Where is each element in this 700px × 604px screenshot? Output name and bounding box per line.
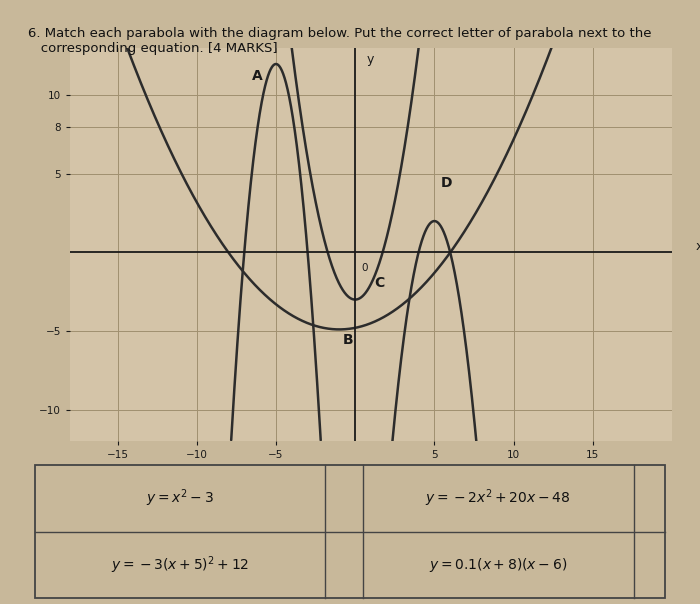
Text: A: A — [252, 69, 263, 83]
Text: 6. Match each parabola with the diagram below. Put the correct letter of parabol: 6. Match each parabola with the diagram … — [28, 27, 652, 55]
Text: $y = -3(x+5)^2 + 12$: $y = -3(x+5)^2 + 12$ — [111, 554, 249, 576]
Text: D: D — [441, 176, 452, 190]
Text: x: x — [696, 240, 700, 252]
Text: B: B — [342, 333, 353, 347]
Text: $y = 0.1(x+8)(x-6)$: $y = 0.1(x+8)(x-6)$ — [429, 556, 567, 574]
Text: $y = -2x^2 + 20x - 48$: $y = -2x^2 + 20x - 48$ — [426, 487, 570, 509]
Text: y: y — [366, 53, 374, 66]
Text: 0: 0 — [361, 263, 368, 274]
Text: C: C — [374, 276, 384, 290]
Text: $y = x^2 - 3$: $y = x^2 - 3$ — [146, 487, 214, 509]
